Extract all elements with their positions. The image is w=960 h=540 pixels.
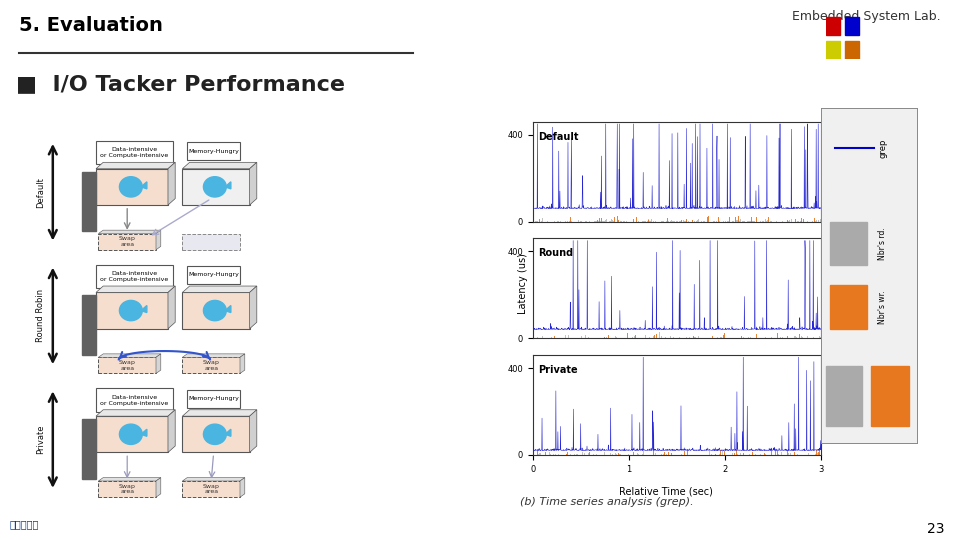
Bar: [871, 366, 909, 426]
Text: Data-intensive
or Compute-intensive: Data-intensive or Compute-intensive: [100, 395, 169, 406]
Text: Memory-Hungry: Memory-Hungry: [188, 273, 239, 278]
Text: Round Robin: Round Robin: [36, 289, 45, 342]
Text: Embedded System Lab.: Embedded System Lab.: [792, 10, 941, 23]
Bar: [182, 481, 240, 497]
Polygon shape: [96, 286, 176, 293]
Text: Latency (us): Latency (us): [518, 253, 528, 314]
FancyBboxPatch shape: [96, 293, 168, 329]
FancyBboxPatch shape: [182, 416, 250, 453]
Polygon shape: [156, 477, 160, 497]
Bar: [845, 17, 859, 35]
FancyBboxPatch shape: [96, 416, 168, 453]
Bar: [826, 366, 862, 426]
Bar: [830, 286, 867, 329]
Circle shape: [119, 177, 142, 197]
Bar: [182, 357, 240, 374]
Bar: [99, 234, 156, 250]
Text: Data-intensive
or Compute-intensive: Data-intensive or Compute-intensive: [100, 147, 169, 158]
Circle shape: [204, 424, 227, 444]
Bar: [96, 265, 173, 288]
Bar: [826, 17, 840, 35]
Polygon shape: [96, 410, 176, 416]
Text: Swap
area: Swap area: [119, 484, 135, 495]
Polygon shape: [99, 230, 160, 234]
Text: Default: Default: [539, 132, 579, 141]
FancyBboxPatch shape: [182, 168, 250, 205]
Text: Private: Private: [36, 425, 45, 454]
Polygon shape: [156, 230, 160, 250]
Polygon shape: [240, 477, 245, 497]
Polygon shape: [226, 182, 230, 189]
Text: Private: Private: [539, 365, 578, 375]
Bar: [187, 142, 240, 160]
Text: Memory-Hungry: Memory-Hungry: [188, 396, 239, 401]
Bar: [187, 266, 240, 284]
FancyBboxPatch shape: [182, 293, 250, 329]
Text: Swap
area: Swap area: [119, 237, 135, 247]
Polygon shape: [168, 286, 176, 329]
Bar: [182, 234, 240, 250]
Polygon shape: [141, 429, 147, 436]
Bar: [82, 295, 96, 355]
Polygon shape: [226, 429, 230, 436]
Polygon shape: [168, 163, 176, 205]
Polygon shape: [96, 163, 176, 168]
Text: grep: grep: [878, 138, 887, 158]
Text: Swap
area: Swap area: [203, 484, 220, 495]
FancyBboxPatch shape: [96, 168, 168, 205]
Polygon shape: [99, 354, 160, 357]
Polygon shape: [156, 354, 160, 374]
Bar: [82, 419, 96, 479]
Text: Nbr's wr.: Nbr's wr.: [878, 291, 887, 324]
Circle shape: [119, 424, 142, 444]
Text: Nbr's rd.: Nbr's rd.: [878, 227, 887, 260]
Polygon shape: [141, 306, 147, 313]
Text: Data-intensive
or Compute-intensive: Data-intensive or Compute-intensive: [100, 271, 169, 282]
Polygon shape: [182, 354, 245, 357]
Polygon shape: [182, 163, 257, 168]
Text: 23: 23: [927, 522, 945, 536]
Polygon shape: [250, 163, 257, 205]
Bar: [830, 222, 867, 265]
Bar: [82, 172, 96, 232]
Text: ■  I/O Tacker Performance: ■ I/O Tacker Performance: [15, 73, 345, 94]
Text: Memory-Hungry: Memory-Hungry: [188, 148, 239, 154]
Bar: [826, 41, 840, 59]
Text: Round: Round: [539, 248, 574, 258]
Polygon shape: [226, 306, 230, 313]
Polygon shape: [240, 354, 245, 374]
Bar: [96, 141, 173, 165]
Text: Relative Time (sec): Relative Time (sec): [619, 487, 713, 496]
Text: 5. Evaluation: 5. Evaluation: [19, 16, 163, 35]
Polygon shape: [99, 477, 160, 481]
Polygon shape: [141, 182, 147, 189]
Circle shape: [204, 300, 227, 321]
Circle shape: [119, 300, 142, 321]
Text: (b) Time series analysis (grep).: (b) Time series analysis (grep).: [520, 497, 694, 507]
Polygon shape: [182, 477, 245, 481]
Text: 단국대학교: 단국대학교: [10, 519, 39, 529]
Polygon shape: [250, 410, 257, 453]
Bar: [96, 388, 173, 412]
Bar: [99, 357, 156, 374]
Polygon shape: [250, 286, 257, 329]
Bar: [187, 390, 240, 408]
Bar: [845, 41, 859, 59]
Bar: [99, 481, 156, 497]
Circle shape: [204, 177, 227, 197]
Polygon shape: [182, 286, 257, 293]
Polygon shape: [168, 410, 176, 453]
Text: Swap
area: Swap area: [119, 360, 135, 371]
Text: Swap
area: Swap area: [203, 360, 220, 371]
Polygon shape: [182, 410, 257, 416]
Text: Default: Default: [36, 177, 45, 207]
